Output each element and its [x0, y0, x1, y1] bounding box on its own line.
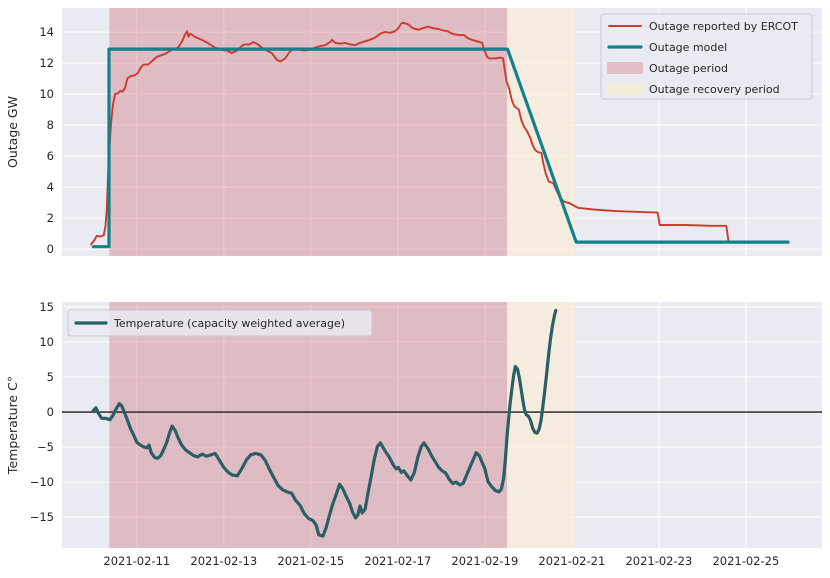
- series-outage-reported-by-ercot: [90, 21, 746, 246]
- outage-period-band: [109, 302, 508, 548]
- temperature-ytick-labels: −15 −10 −5 0 5 10 15: [30, 300, 54, 524]
- xtick-label: 2021-02-11: [103, 554, 170, 568]
- ytick-label: 6: [47, 149, 54, 163]
- ytick-label: 4: [47, 180, 54, 194]
- ytick-label: 10: [39, 335, 54, 349]
- series-outage-model: [91, 47, 790, 249]
- series-temperature-capacity-weighted-average: [91, 308, 558, 538]
- ytick-label: 14: [39, 25, 54, 39]
- ytick-label: −5: [37, 440, 54, 454]
- legend-label: Outage period: [649, 62, 728, 75]
- temperature-xtick-labels: 2021-02-11 2021-02-13 2021-02-15 2021-02-17…: [103, 554, 779, 568]
- outage-recovery-period-band: [507, 8, 577, 256]
- outage-legend: Outage reported by ERCOT Outage model Outa…: [600, 13, 813, 100]
- legend-label: Outage reported by ERCOT: [649, 20, 798, 33]
- ytick-label: 8: [47, 118, 54, 132]
- legend-patch-sample: [607, 83, 643, 95]
- xtick-label: 2021-02-21: [538, 554, 605, 568]
- outage-y-axis-title: Outage GW: [5, 96, 20, 168]
- outage-period-band: [109, 8, 508, 256]
- legend-item-outage-model: Outage model: [607, 41, 727, 54]
- temperature-y-axis-title: Temperature C°: [5, 376, 20, 475]
- xtick-label: 2021-02-23: [625, 554, 692, 568]
- legend-patch-sample: [607, 62, 643, 74]
- legend-box: [600, 13, 813, 100]
- legend-item-outage-period: Outage period: [607, 62, 728, 75]
- legend-box: [67, 309, 373, 337]
- ytick-label: 2: [47, 211, 54, 225]
- legend-label: Temperature (capacity weighted average): [113, 317, 345, 330]
- temperature-plot-background: [62, 302, 822, 548]
- legend-item-outage-reported-by-ercot: Outage reported by ERCOT: [608, 20, 798, 33]
- ytick-label: −10: [30, 475, 54, 489]
- legend-item-outage-recovery-period: Outage recovery period: [607, 83, 780, 96]
- ytick-label: 0: [47, 242, 54, 256]
- legend-item-temperature-capacity-weighted-average: Temperature (capacity weighted average): [74, 317, 345, 330]
- xtick-label: 2021-02-17: [364, 554, 431, 568]
- outage-axes: 0 2 4 6 8 10 12 14 Outage GW Outage reported by E…: [5, 8, 822, 256]
- legend-label: Outage recovery period: [649, 83, 780, 96]
- ytick-label: 0: [47, 405, 54, 419]
- ytick-label: 10: [39, 87, 54, 101]
- ytick-label: 15: [39, 300, 54, 314]
- temperature-legend: Temperature (capacity weighted average): [67, 309, 373, 337]
- ytick-label: −15: [30, 510, 54, 524]
- ytick-label: 12: [39, 56, 54, 70]
- xtick-label: 2021-02-13: [190, 554, 257, 568]
- ytick-label: 5: [47, 370, 54, 384]
- legend-label: Outage model: [649, 41, 727, 54]
- xtick-label: 2021-02-19: [451, 554, 518, 568]
- xtick-label: 2021-02-15: [277, 554, 344, 568]
- outage-ytick-labels: 0 2 4 6 8 10 12 14: [39, 25, 54, 256]
- xtick-label: 2021-02-25: [712, 554, 779, 568]
